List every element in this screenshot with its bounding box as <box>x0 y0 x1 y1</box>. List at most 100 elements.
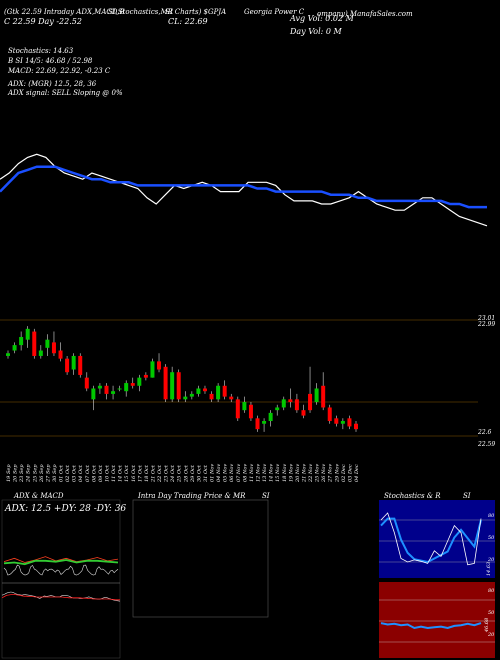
candle-body <box>268 412 273 422</box>
candle-body <box>97 385 102 389</box>
stoch-title-si: SI <box>463 492 471 500</box>
candle-body <box>340 421 345 424</box>
date-label: 17 Oct <box>137 464 143 482</box>
adx-macd-panel <box>1 499 121 659</box>
date-label: 27 Sep <box>45 464 51 483</box>
header-left-line2: C 22.59 Day -22.52 <box>4 17 82 26</box>
stoch-k-line <box>380 512 482 566</box>
candle-body <box>209 393 214 400</box>
candle-body <box>38 350 43 356</box>
date-label: 18 Nov <box>282 464 288 482</box>
price-label-top1: 23.01 <box>478 315 496 322</box>
adx-panel-text: ADX: 12.5 +DY: 28 -DY: 36 <box>5 504 127 514</box>
candle-body <box>248 404 253 419</box>
macd-signal-line <box>1 594 120 601</box>
candle-body <box>51 342 56 354</box>
main-chart: 19 Sep 20 Sep 23 Sep 24 Sep 25 Sep 26 Sep 27 S… <box>0 153 488 483</box>
candle-body <box>242 402 247 411</box>
candle-body <box>347 418 352 427</box>
candle-body <box>12 345 17 351</box>
candle-body <box>71 355 76 370</box>
date-labels: 19 Sep 20 Sep 23 Sep 24 Sep 25 Sep 26 Sep 27 S… <box>6 464 360 483</box>
candle-body <box>262 421 267 424</box>
header-right-line1b: ompany) ManafaSales.com <box>317 10 413 18</box>
candle-body <box>143 374 148 378</box>
date-label: 24 Sep <box>26 464 32 483</box>
candle-body <box>189 393 194 397</box>
date-label: 20 Nov <box>295 464 301 483</box>
date-label: 10 Oct <box>104 464 110 482</box>
candle-body <box>84 377 89 389</box>
stoch-tick-50: 50 <box>488 535 495 541</box>
candle-body <box>45 339 50 348</box>
date-label: 14 Nov <box>269 464 275 482</box>
date-label: 21 Oct <box>150 464 156 483</box>
rsi-current-value: 46.68 <box>484 617 491 633</box>
date-label: 23 Sep <box>19 464 25 483</box>
candle-body <box>91 388 96 400</box>
candle-body <box>288 399 293 403</box>
rsi-tick-80: 80 <box>488 588 495 594</box>
candle-body <box>25 328 30 340</box>
stoch-tick-20: 20 <box>488 557 495 563</box>
candle-body <box>196 388 201 394</box>
candle-body <box>202 388 207 392</box>
candle-body <box>235 399 240 419</box>
date-label: 07 Oct <box>85 464 91 482</box>
date-label: 03 Oct <box>72 464 78 482</box>
date-label: 19 Nov <box>288 464 294 482</box>
date-label: 26 Nov <box>321 464 327 483</box>
date-label: 22 Nov <box>308 464 314 483</box>
candle-body <box>32 331 37 356</box>
candle-body <box>334 418 339 424</box>
adx-value: ADX: (MGR) 12.5, 28, 36 <box>8 80 97 88</box>
intra-day-panel <box>132 499 269 618</box>
stoch-lines <box>380 512 482 566</box>
candle-body <box>222 385 227 397</box>
candle-body <box>354 423 358 430</box>
price-lines <box>0 153 488 227</box>
date-label: 31 Oct <box>203 464 209 482</box>
adx-plus-line <box>3 559 119 566</box>
candle-body <box>308 393 313 411</box>
date-label: 29 Nov <box>334 464 340 483</box>
header-right-line1: Georgia Power C <box>244 8 305 16</box>
date-label: 18 Oct <box>144 464 150 482</box>
candle-body <box>58 350 63 359</box>
header-mid-line1: SI,Stochastics,MR <box>108 8 174 16</box>
date-label: 15 Nov <box>275 464 281 482</box>
date-label: 09 Oct <box>98 464 104 482</box>
date-label: 04 Dec <box>354 464 360 482</box>
date-label: 07 Nov <box>236 464 242 482</box>
rsi-tick-20: 20 <box>488 632 495 638</box>
stoch-title: Stochastics & R <box>384 492 441 500</box>
candle-body <box>229 396 234 400</box>
candle-body <box>137 377 142 386</box>
rsi-panel <box>379 582 495 658</box>
date-label: 06 Nov <box>229 464 235 482</box>
date-label: 25 Oct <box>177 464 183 483</box>
date-label: 11 Oct <box>111 464 117 482</box>
date-label: 03 Dec <box>347 464 353 482</box>
candle-body <box>117 388 122 390</box>
date-label: 30 Oct <box>196 464 202 482</box>
price-label-top2: 22.99 <box>478 321 496 328</box>
candle-body <box>314 388 319 403</box>
candle-body <box>216 385 221 400</box>
date-label: 19 Sep <box>6 464 12 482</box>
candle-body <box>163 366 168 400</box>
price-label-bot2: 22.59 <box>478 441 496 448</box>
candle-body <box>275 407 280 411</box>
candle-body <box>111 391 116 394</box>
candles <box>6 326 358 432</box>
intra-day-title-si: SI <box>262 492 270 500</box>
stoch-current-value: 14.63 <box>486 561 493 577</box>
date-label: 25 Nov <box>315 464 321 483</box>
date-label: 13 Nov <box>262 464 268 482</box>
candle-body <box>281 399 286 408</box>
candle-body <box>327 407 332 422</box>
date-label: 14 Oct <box>118 464 124 482</box>
date-label: 15 Oct <box>124 464 130 482</box>
candle-body <box>157 361 162 370</box>
date-label: 01 Oct <box>59 464 65 482</box>
